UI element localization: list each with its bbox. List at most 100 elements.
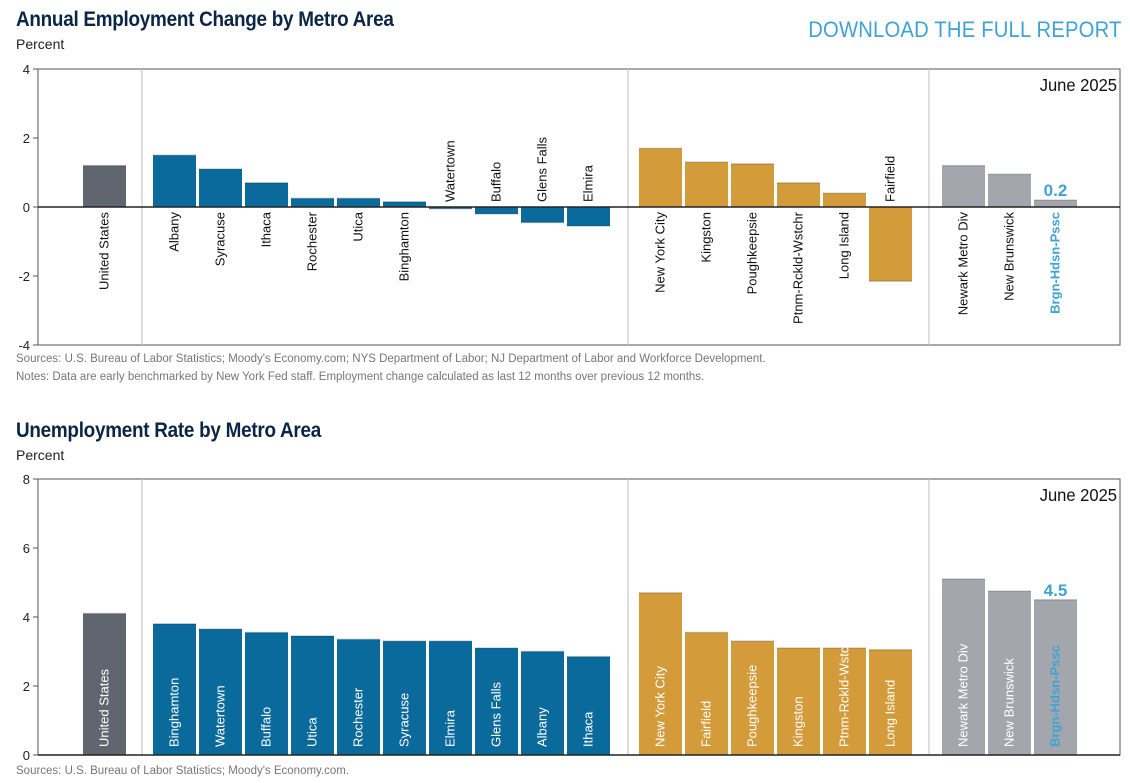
bar-albany [521,651,564,755]
bar-ptnm-rckld-wstc [823,648,866,755]
category-label-ithaca: Ithaca [581,711,596,747]
category-label-watertown: Watertown [443,140,458,202]
employment-y-unit: Percent [16,36,65,52]
category-label-newark-metro-div: Newark Metro Div [956,212,971,316]
bar-kingston [685,162,728,207]
y-tick-label: 8 [23,472,30,487]
bar-utica [337,198,380,207]
bar-rochester [291,198,334,207]
category-label-elmira: Elmira [443,709,458,747]
bar-united-states [83,165,126,207]
bar-united-states [83,613,126,755]
category-label-ithaca: Ithaca [259,211,274,247]
employment-notes: Notes: Data are early benchmarked by New… [16,371,705,383]
bar-glens-falls [521,207,564,223]
bar-ithaca [567,656,610,755]
category-label-utica: Utica [305,717,320,747]
category-label-albany: Albany [535,707,550,747]
category-label-kingston: Kingston [791,696,806,747]
bar-brgn-hdsn-pssc [1034,200,1077,207]
category-label-kingston: Kingston [699,212,714,263]
bar-new-york-city [639,148,682,207]
unemployment-sources: Sources: U.S. Bureau of Labor Statistics… [16,765,350,777]
unemployment-y-unit: Percent [16,447,65,463]
employment-chart-title: Annual Employment Change by Metro Area [16,8,394,31]
category-label-glens-falls: Glens Falls [489,681,504,747]
bar-watertown [199,629,242,755]
bar-kingston [777,648,820,755]
bar-poughkeepsie [731,163,774,207]
bar-utica [291,635,334,755]
unemployment-rate-chart: 8 6 4 2 0 June 2025 United States Binghamton Wat… [23,472,1121,763]
category-label-utica: Utica [351,211,366,241]
bar-fairfield [685,632,728,755]
bar-new-brunswick [988,591,1031,755]
category-label-buffalo: Buffalo [259,707,274,747]
category-label-watertown: Watertown [213,685,228,747]
bar-buffalo [245,632,288,755]
date-label: June 2025 [1040,484,1117,505]
bar-binghamton [153,623,196,755]
unemployment-chart-title: Unemployment Rate by Metro Area [16,419,321,442]
bar-new-york-city [639,592,682,755]
category-label-glens-falls: Glens Falls [535,136,550,202]
bar-newark-metro-div [942,579,985,755]
date-label: June 2025 [1040,74,1117,95]
y-tick-label: -2 [18,269,30,284]
y-tick-label: 4 [23,610,30,625]
bar-watertown [429,207,472,209]
category-label-brgn-hdsn-pssc: Brgn-Hdsn-Pssc [1048,212,1063,314]
bar-elmira [429,641,472,755]
category-label-rochester: Rochester [351,687,366,747]
category-label-fairfield: Fairfield [699,701,714,747]
category-label-new-york-city: New York City [653,212,668,293]
bar-newark-metro-div [942,165,985,207]
highlight-value-label: 0.2 [1044,181,1068,200]
highlight-value-label: 4.5 [1044,581,1068,600]
category-label-poughkeepsie: Poughkeepsie [745,212,760,294]
category-label-long-island: Long Island [883,680,898,747]
y-tick-label: 6 [23,541,30,556]
category-label-fairfield: Fairfield [883,156,898,202]
category-label-united-states: United States [97,668,112,747]
download-report-link[interactable]: DOWNLOAD THE FULL REPORT [808,17,1122,42]
bar-ithaca [245,182,288,207]
category-label-ptnm-rckld-wstc: Ptnm-Rckld-Wstc [837,646,852,747]
bar-elmira [567,207,610,226]
y-tick-label: 0 [23,748,30,763]
category-label-new-brunswick: New Brunswick [1002,658,1017,747]
category-label-ptnm-rckld-wstchr: Ptnm-Rckld-Wstchr [791,211,806,324]
y-tick-label: 0 [23,200,30,215]
category-label-binghamton: Binghamton [397,212,412,281]
category-label-new-brunswick: New Brunswick [1002,212,1017,301]
category-label-syracuse: Syracuse [213,212,228,266]
bar-rochester [337,639,380,755]
category-label-poughkeepsie: Poughkeepsie [745,665,760,747]
y-tick-label: -4 [18,338,30,353]
bar-ptnm-rckld-wstchr [777,182,820,207]
category-label-new-york-city: New York City [653,666,668,747]
category-label-binghamton: Binghamton [167,678,182,747]
employment-sources: Sources: U.S. Bureau of Labor Statistics… [16,353,766,365]
category-label-elmira: Elmira [581,164,596,202]
y-tick-label: 4 [23,62,30,77]
y-tick-label: 2 [23,131,30,146]
category-label-long-island: Long Island [837,212,852,279]
bar-poughkeepsie [731,641,774,755]
bar-long-island [823,193,866,207]
bar-syracuse [383,641,426,755]
category-label-buffalo: Buffalo [489,162,504,202]
bar-albany [153,155,196,207]
bar-buffalo [475,207,518,214]
bar-new-brunswick [988,174,1031,207]
category-label-newark-metro-div: Newark Metro Div [956,643,971,747]
bar-long-island [869,649,912,755]
employment-change-chart: 4 2 0 -2 -4 June 2025 United States Albany Syrac… [18,62,1121,353]
category-label-albany: Albany [167,212,182,252]
category-label-united-states: United States [97,212,112,291]
category-label-brgn-hdsn-pssc: Brgn-Hdsn-Pssc [1048,645,1063,747]
bar-syracuse [199,169,242,207]
y-tick-label: 2 [23,679,30,694]
bar-binghamton [383,201,426,207]
bar-glens-falls [475,648,518,755]
